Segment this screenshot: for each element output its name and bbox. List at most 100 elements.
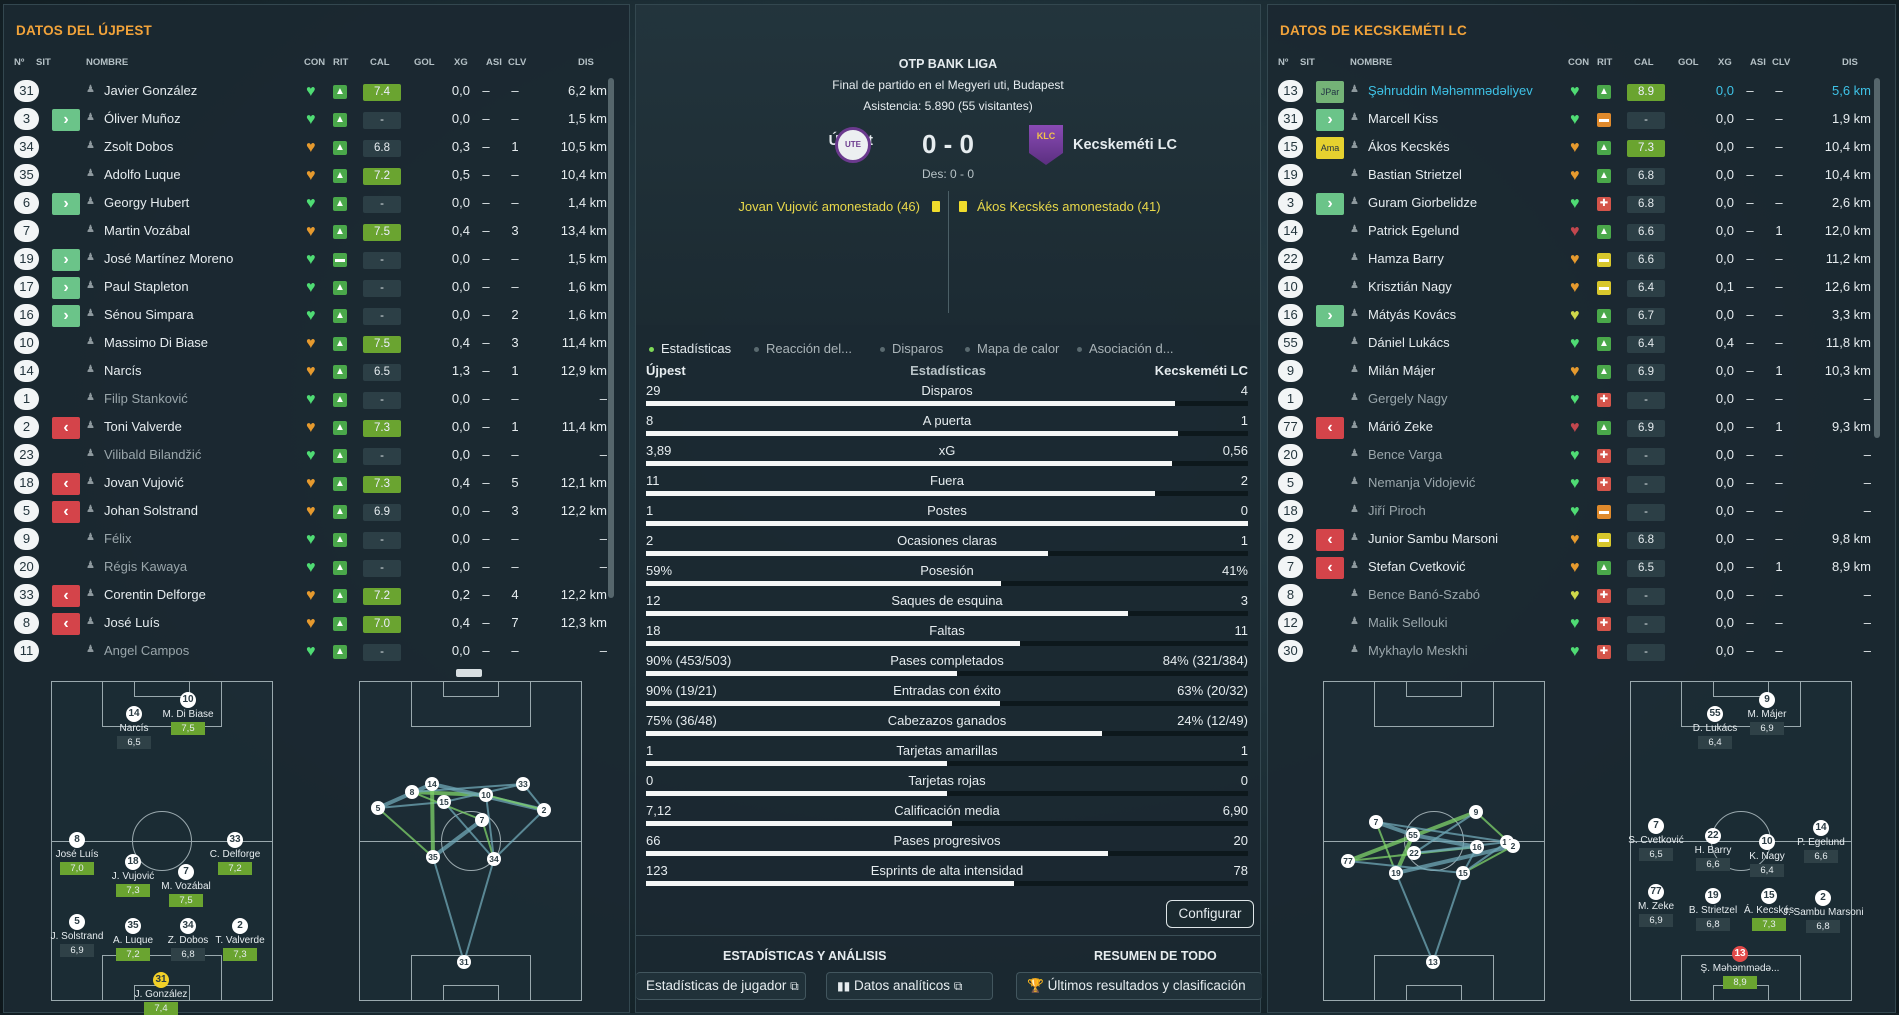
player-name[interactable]: Paul Stapleton [104,279,189,294]
player-name[interactable]: Mátyás Kovács [1368,307,1457,322]
player-row[interactable]: 31 ♟ Javier González ♥ ▲ 7.4 0,0– –6,2 km [14,78,609,106]
column-header-num[interactable]: Nº [1278,57,1289,68]
player-name[interactable]: Malik Sellouki [1368,615,1448,630]
tab-asociacion[interactable]: Asociación d... [1077,341,1174,356]
player-position-marker[interactable]: 8 [69,832,85,848]
player-row[interactable]: 30 ♟ Mykhaylo Meskhi ♥ ✚ -0,0– – – [1278,638,1873,666]
column-header-sit[interactable]: SIT [1300,57,1315,68]
player-name[interactable]: Zsolt Dobos [104,139,174,154]
player-row[interactable]: 9 ♟ Félix ♥ ▲ -0,0– – – [14,526,609,554]
player-name[interactable]: Patrick Egelund [1368,223,1460,238]
player-position-marker[interactable]: 22 [1705,828,1721,844]
player-name[interactable]: Javier González [104,83,198,98]
player-row[interactable]: 7 ♟ Stefan Cvetković ♥ ▲ 6.5 0,0– 1 8,9 km [1278,554,1873,582]
player-name[interactable]: Hamza Barry [1368,251,1444,266]
player-position-marker[interactable]: 77 [1648,884,1664,900]
player-name[interactable]: Guram Giorbelidze [1368,195,1478,210]
player-position-marker[interactable]: 14 [126,706,142,722]
pass-node[interactable]: 33 [516,777,530,791]
player-position-marker[interactable]: 7 [178,864,194,880]
player-name[interactable]: Corentin Delforge [104,587,206,602]
column-header-clv[interactable]: CLV [1772,57,1791,68]
pass-node[interactable]: 31 [457,955,471,969]
column-header-gol[interactable]: GOL [414,57,435,68]
player-name[interactable]: Ákos Kecskés [1368,139,1450,154]
player-row[interactable]: 35 ♟ Adolfo Luque ♥ ▲ 7.2 0,5– –10,4 km [14,162,609,190]
column-header-rit[interactable]: RIT [1597,57,1613,68]
player-row[interactable]: 15 Ama ♟ Ákos Kecskés ♥ ▲ 7.3 0,0– –10,4 km [1278,134,1873,162]
pass-node[interactable]: 15 [1456,866,1470,880]
tab-mapa-calor[interactable]: Mapa de calor [965,341,1059,356]
player-name[interactable]: Gergely Nagy [1368,391,1448,406]
player-row[interactable]: 16♟Mátyás Kovács♥▲6.70,0––3,3 km [1278,302,1873,330]
column-header-cal[interactable]: CAL [370,57,390,68]
player-row[interactable]: 16 ♟ Sénou Simpara ♥ ▲ - 0,0– 2 1,6 km [14,302,609,330]
player-row[interactable]: 20 ♟ Bence Varga ♥ ✚ -0,0– – – [1278,442,1873,470]
player-name[interactable]: Angel Campos [104,643,190,658]
player-name[interactable]: Milán Májer [1368,363,1436,378]
player-name[interactable]: Marcell Kiss [1368,111,1439,126]
player-row[interactable]: 3♟Guram Giorbelidze♥✚6.80,0––2,6 km [1278,190,1873,218]
pass-node[interactable]: 15 [437,795,451,809]
pass-node[interactable]: 13 [1426,955,1440,969]
player-name[interactable]: Bence Banó-Szabó [1368,587,1481,602]
column-header-name[interactable]: NOMBRE [86,57,129,68]
player-row[interactable]: 14 ♟ Patrick Egelund ♥ ▲ 6.6 0,0– 1 12,0 km [1278,218,1873,246]
player-row[interactable]: 31♟Marcell Kiss♥▬-0,0––1,9 km [1278,106,1873,134]
player-row[interactable]: 3♟Óliver Muñoz♥▲-0,0––1,5 km [14,106,609,134]
player-position-marker[interactable]: 13 [1732,946,1748,962]
player-row[interactable]: 7 ♟ Martin Vozábal ♥ ▲ 7.5 0,4– 3 13,4 km [14,218,609,246]
player-position-marker[interactable]: 18 [125,854,141,870]
player-position-marker[interactable]: 10 [1759,834,1775,850]
player-name[interactable]: Vilibald Bilandžić [104,447,202,462]
player-position-marker[interactable]: 33 [227,832,243,848]
tab-estadisticas[interactable]: Estadísticas [649,341,731,356]
player-row[interactable]: 2♟Junior Sambu Marsoni♥▬6.80,0––9,8 km [1278,526,1873,554]
player-name[interactable]: Sénou Simpara [104,307,194,322]
configure-button[interactable]: Configurar [1166,900,1254,928]
column-header-dis[interactable]: DIS [578,57,594,68]
pass-node[interactable]: 16 [1470,840,1484,854]
tab-disparos[interactable]: Disparos [880,341,943,356]
player-row[interactable]: 1 ♟ Filip Stanković ♥ ▲ -0,0– – – [14,386,609,414]
player-row[interactable]: 22 ♟ Hamza Barry ♥ ▬ 6.6 0,0– –11,2 km [1278,246,1873,274]
player-stats-button[interactable]: Estadísticas de jugador ⧉ [636,972,806,1000]
player-position-marker[interactable]: 35 [125,918,141,934]
player-name[interactable]: Adolfo Luque [104,167,181,182]
column-header-dis[interactable]: DIS [1842,57,1858,68]
player-row[interactable]: 18 ♟ Jiří Piroch ♥ ▬ -0,0– – – [1278,498,1873,526]
player-name[interactable]: Régis Kawaya [104,559,188,574]
pass-node[interactable]: 9 [1469,805,1483,819]
player-name[interactable]: Krisztián Nagy [1368,279,1452,294]
column-header-con[interactable]: CON [304,57,326,68]
player-row[interactable]: 2 ♟ Toni Valverde ♥ ▲ 7.3 0,0– 1 11,4 km [14,414,609,442]
player-name[interactable]: Toni Valverde [104,419,182,434]
player-row[interactable]: 10 ♟ Massimo Di Biase ♥ ▲ 7.5 0,4– 3 11,4 km [14,330,609,358]
pass-node[interactable]: 7 [1369,815,1383,829]
player-position-marker[interactable]: 15 [1761,888,1777,904]
player-name[interactable]: Bence Varga [1368,447,1443,462]
player-row[interactable]: 77 ♟ Márió Zeke ♥ ▲ 6.9 0,0– 1 9,3 km [1278,414,1873,442]
player-position-marker[interactable]: 10 [180,692,196,708]
pass-node[interactable]: 77 [1341,854,1355,868]
player-name[interactable]: Jovan Vujović [104,475,184,490]
player-row[interactable]: 19 ♟ Bastian Strietzel ♥ ▲ 6.8 0,0– –10,4 km [1278,162,1873,190]
panel-handle[interactable] [456,669,482,677]
player-name[interactable]: Bastian Strietzel [1368,167,1462,182]
player-row[interactable]: 9 ♟ Milán Májer ♥ ▲ 6.9 0,0– 1 10,3 km [1278,358,1873,386]
column-header-clv[interactable]: CLV [508,57,527,68]
player-row[interactable]: 8 ♟ Bence Banó-Szabó ♥ ✚ -0,0– – – [1278,582,1873,610]
player-row[interactable]: 6♟Georgy Hubert♥▲-0,0––1,4 km [14,190,609,218]
player-name[interactable]: Márió Zeke [1368,419,1434,434]
player-row[interactable]: 20 ♟ Régis Kawaya ♥ ▲ -0,0– – – [14,554,609,582]
player-name[interactable]: Nemanja Vidojević [1368,475,1476,490]
player-row[interactable]: 12 ♟ Malik Sellouki ♥ ✚ -0,0– – – [1278,610,1873,638]
player-name[interactable]: Georgy Hubert [104,195,190,210]
player-row[interactable]: 8 ♟ José Luís ♥ ▲ 7.0 0,4– 7 12,3 km [14,610,609,638]
player-name[interactable]: Massimo Di Biase [104,335,209,350]
pass-node[interactable]: 55 [1406,828,1420,842]
player-row[interactable]: 55 ♟ Dániel Lukács ♥ ▲ 6.4 0,4– –11,8 km [1278,330,1873,358]
column-header-rit[interactable]: RIT [333,57,349,68]
column-header-cal[interactable]: CAL [1634,57,1654,68]
player-row[interactable]: 14 ♟ Narcís ♥ ▲ 6.5 1,3– 1 12,9 km [14,358,609,386]
